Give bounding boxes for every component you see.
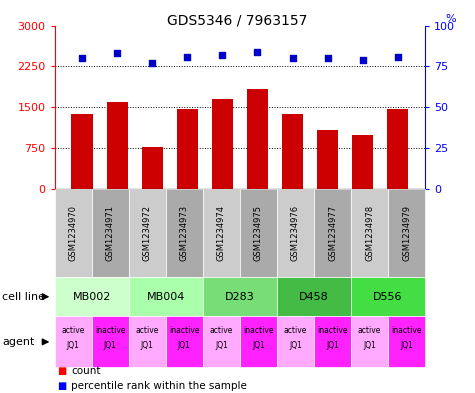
Text: JQ1: JQ1 xyxy=(215,342,228,350)
Text: cell line: cell line xyxy=(2,292,46,302)
Text: GDS5346 / 7963157: GDS5346 / 7963157 xyxy=(167,14,308,28)
Text: JQ1: JQ1 xyxy=(104,342,117,350)
Point xyxy=(78,55,86,61)
Text: inactive: inactive xyxy=(169,326,200,334)
Bar xyxy=(247,89,268,189)
Bar xyxy=(212,99,233,189)
Text: GSM1234970: GSM1234970 xyxy=(69,205,77,261)
Text: JQ1: JQ1 xyxy=(141,342,154,350)
Text: GSM1234979: GSM1234979 xyxy=(402,205,411,261)
Text: GSM1234975: GSM1234975 xyxy=(254,205,263,261)
Text: GSM1234973: GSM1234973 xyxy=(180,205,189,261)
Text: D458: D458 xyxy=(299,292,329,302)
Point xyxy=(218,52,226,58)
Text: ■: ■ xyxy=(57,366,66,376)
Text: active: active xyxy=(284,326,307,334)
Point xyxy=(254,48,261,55)
Text: active: active xyxy=(61,326,85,334)
Text: ■: ■ xyxy=(57,381,66,391)
Text: JQ1: JQ1 xyxy=(363,342,376,350)
Bar xyxy=(317,130,338,189)
Point xyxy=(148,60,156,66)
Text: inactive: inactive xyxy=(95,326,125,334)
Text: JQ1: JQ1 xyxy=(252,342,265,350)
Text: inactive: inactive xyxy=(391,326,422,334)
Text: MB004: MB004 xyxy=(147,292,185,302)
Text: active: active xyxy=(358,326,381,334)
Text: inactive: inactive xyxy=(317,326,348,334)
Bar xyxy=(106,102,128,189)
Text: count: count xyxy=(71,366,101,376)
Text: JQ1: JQ1 xyxy=(66,342,80,350)
Point xyxy=(183,53,191,60)
Text: JQ1: JQ1 xyxy=(178,342,191,350)
Text: MB002: MB002 xyxy=(73,292,111,302)
Text: GSM1234972: GSM1234972 xyxy=(143,205,152,261)
Bar xyxy=(282,114,303,189)
Text: GSM1234974: GSM1234974 xyxy=(217,205,226,261)
Text: active: active xyxy=(135,326,159,334)
Text: GSM1234971: GSM1234971 xyxy=(106,205,114,261)
Text: agent: agent xyxy=(2,337,35,347)
Text: JQ1: JQ1 xyxy=(400,342,413,350)
Point xyxy=(359,57,367,63)
Text: active: active xyxy=(209,326,233,334)
Point xyxy=(394,53,401,60)
Text: D556: D556 xyxy=(373,292,403,302)
Text: JQ1: JQ1 xyxy=(289,342,302,350)
Text: GSM1234977: GSM1234977 xyxy=(328,205,337,261)
Bar xyxy=(142,147,162,189)
Point xyxy=(324,55,332,61)
Text: JQ1: JQ1 xyxy=(326,342,339,350)
Text: inactive: inactive xyxy=(243,326,274,334)
Bar xyxy=(71,114,93,189)
Bar xyxy=(177,109,198,189)
Text: D283: D283 xyxy=(225,292,255,302)
Text: percentile rank within the sample: percentile rank within the sample xyxy=(71,381,247,391)
Text: GSM1234976: GSM1234976 xyxy=(291,205,300,261)
Text: GSM1234978: GSM1234978 xyxy=(365,205,374,261)
Bar xyxy=(387,109,408,189)
Text: %: % xyxy=(446,14,456,24)
Bar xyxy=(352,135,373,189)
Point xyxy=(113,50,121,57)
Point xyxy=(289,55,296,61)
